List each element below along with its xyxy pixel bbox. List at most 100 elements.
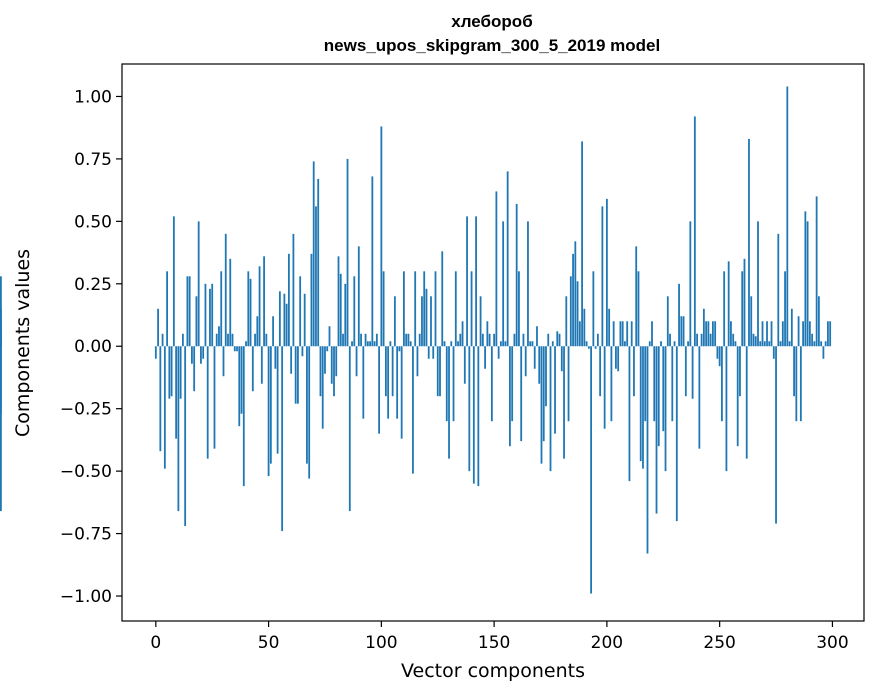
bar-138 [466,216,468,347]
bar-119 [423,271,426,347]
bar-62 [294,346,297,404]
bar-130 [448,346,450,459]
x-tick-label-0: 0 [150,633,161,653]
bar-17 [193,346,196,392]
bar-180 [560,346,563,372]
bar-145 [481,333,484,347]
bar-168 [533,346,536,369]
bar-109 [400,346,403,439]
bars-group [0,86,832,594]
bar-199 [603,346,606,429]
bar-273 [770,321,773,347]
bar-257 [734,341,737,347]
bar-220 [651,321,653,347]
bar-237 [689,221,692,347]
bar-297 [824,341,827,347]
bar-169 [536,326,538,347]
bar-98 [375,333,378,347]
bar-107 [396,346,399,419]
x-tick-label-5: 250 [703,633,735,653]
bar-250 [718,346,721,367]
bar-225 [662,346,665,432]
bar-234 [682,316,685,347]
bar-43 [251,346,254,392]
bar-117 [418,333,421,347]
bar-16 [191,346,193,364]
bar-147 [486,321,489,347]
bar-238 [691,346,694,399]
bar-289 [806,221,809,347]
y-tick-label-8: 1.00 [74,87,112,107]
x-ticks-group: 0 50 100 150 200 250 300 [150,621,849,653]
bar-78 [330,346,333,384]
bar-80 [335,346,338,377]
bar-204 [615,346,617,369]
bar-101 [382,271,385,347]
bar-270 [763,341,766,347]
bar-82 [339,273,342,347]
bar-87 [351,341,353,347]
bar-158 [511,346,514,422]
bar-93 [364,333,367,347]
bar-284 [795,346,798,422]
bar-280 [786,86,789,347]
bar-215 [639,346,642,462]
bar-106 [393,296,396,347]
bar-28 [218,326,220,347]
bar-9 [175,346,178,439]
bar-240 [696,333,698,347]
bar-157 [509,346,511,447]
bar-208 [624,341,626,347]
bar-182 [565,296,568,347]
bar-137 [463,346,466,384]
bar-66 [303,293,306,347]
bar-14 [186,276,189,347]
bar-165 [527,221,529,347]
bar-295 [820,341,823,347]
bar-139 [468,346,471,472]
bar-279 [784,271,786,347]
bar-121 [427,346,430,359]
bar-54 [276,346,279,454]
bar-260 [741,271,744,347]
bar-160 [515,203,518,347]
bar-184 [569,276,572,347]
bar-236 [687,341,689,347]
bar-99 [378,346,380,434]
bar-2 [159,346,162,452]
bar-243 [702,308,705,347]
bar-217 [644,346,647,422]
bar-159 [513,333,516,347]
bar-200 [605,198,608,347]
bar-46 [258,266,261,347]
bar-110 [403,271,405,347]
y-tick-label-1: −0.75 [60,525,112,545]
bar-202 [610,346,613,422]
bar-285 [797,316,800,347]
bar-262 [745,346,748,459]
bar-131 [450,341,453,347]
x-tick-label-2: 100 [365,633,397,653]
y-tick-label-6: 0.50 [74,212,112,232]
bar-148 [488,333,491,347]
bar-290 [808,321,811,347]
bar-69 [310,253,313,347]
bar-125 [436,346,439,397]
bar-21 [202,346,205,359]
bar-304 [0,308,2,347]
bar-40 [245,341,247,347]
bar-221 [653,346,656,422]
bar-116 [416,346,419,377]
bar-299 [829,321,832,347]
bar-26 [213,346,216,449]
bar-61 [292,233,295,347]
bar-142 [475,216,477,347]
bar-91 [360,333,362,347]
bar-50 [267,346,270,477]
y-tick-label-5: 0.25 [74,275,112,295]
bar-246 [709,333,712,347]
bar-55 [278,291,281,347]
bar-128 [443,341,446,347]
bar-233 [680,316,683,347]
bar-135 [459,333,462,347]
